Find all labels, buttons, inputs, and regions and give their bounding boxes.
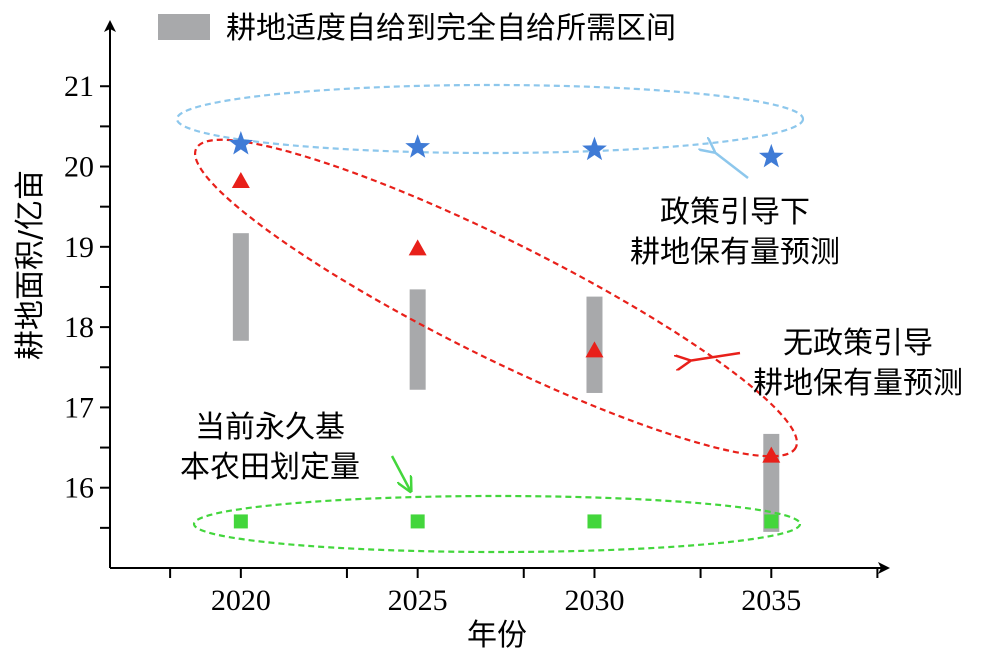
nopolicy-ellipse: [193, 138, 799, 458]
policy-star-point: [582, 136, 607, 161]
basic-farmland-ellipse: [192, 494, 802, 554]
y-tick-label: 17: [64, 391, 94, 424]
policy-annotation-arrow: [713, 151, 749, 179]
x-tick-label: 2035: [741, 584, 801, 617]
policy-annotation-line-1: 政策引导下: [660, 195, 810, 230]
interval-bar: [409, 289, 426, 390]
nopolicy-annotation-line-1: 无政策引导: [783, 326, 933, 361]
intervals-layer: [232, 233, 780, 532]
basic-farmland-annotation-arrow: [390, 455, 410, 490]
basic-farmland-annotation-line-2: 本农田划定量: [180, 450, 360, 485]
policy-star-point: [228, 131, 254, 155]
y-axis-title: 耕地面积/亿亩: [13, 170, 48, 360]
y-tick-label: 20: [64, 151, 94, 184]
ticks-layer: 2020 2025 2030 2035 16 17 18 19 20 21: [64, 70, 879, 617]
basic-farmland-square-point: [410, 514, 425, 529]
nopolicy-annotation-line-2: 耕地保有量预测: [753, 366, 963, 401]
policy-ellipse: [175, 83, 805, 155]
x-tick-label: 2030: [564, 584, 624, 617]
nopolicy-triangle-point: [762, 446, 781, 463]
basic-farmland-annotation-line-1: 当前永久基: [195, 410, 345, 445]
policy-star-point: [758, 143, 784, 168]
nopolicy-triangle-point: [408, 239, 427, 256]
interval-bar: [232, 233, 249, 341]
markers-layer: [228, 131, 784, 529]
y-tick-label: 16: [64, 472, 94, 505]
x-axis-title: 年份: [467, 618, 527, 652]
basic-farmland-square-point: [764, 514, 779, 529]
nopolicy-triangle-point: [585, 341, 604, 358]
x-tick-label: 2025: [388, 584, 448, 617]
x-tick-label: 2020: [211, 584, 271, 617]
nopolicy-annotation-arrow: [688, 351, 741, 361]
legend-label: 耕地适度自给到完全自给所需区间: [226, 11, 676, 46]
policy-star-point: [405, 134, 431, 158]
y-tick-label: 19: [64, 231, 94, 264]
policy-annotation-line-2: 耕地保有量预测: [630, 235, 840, 270]
nopolicy-triangle-point: [231, 171, 250, 188]
legend-swatch: [158, 14, 210, 40]
y-tick-label: 18: [64, 311, 94, 344]
basic-farmland-square-point: [587, 514, 602, 529]
y-tick-label: 21: [64, 70, 94, 103]
basic-farmland-square-point: [233, 514, 248, 529]
